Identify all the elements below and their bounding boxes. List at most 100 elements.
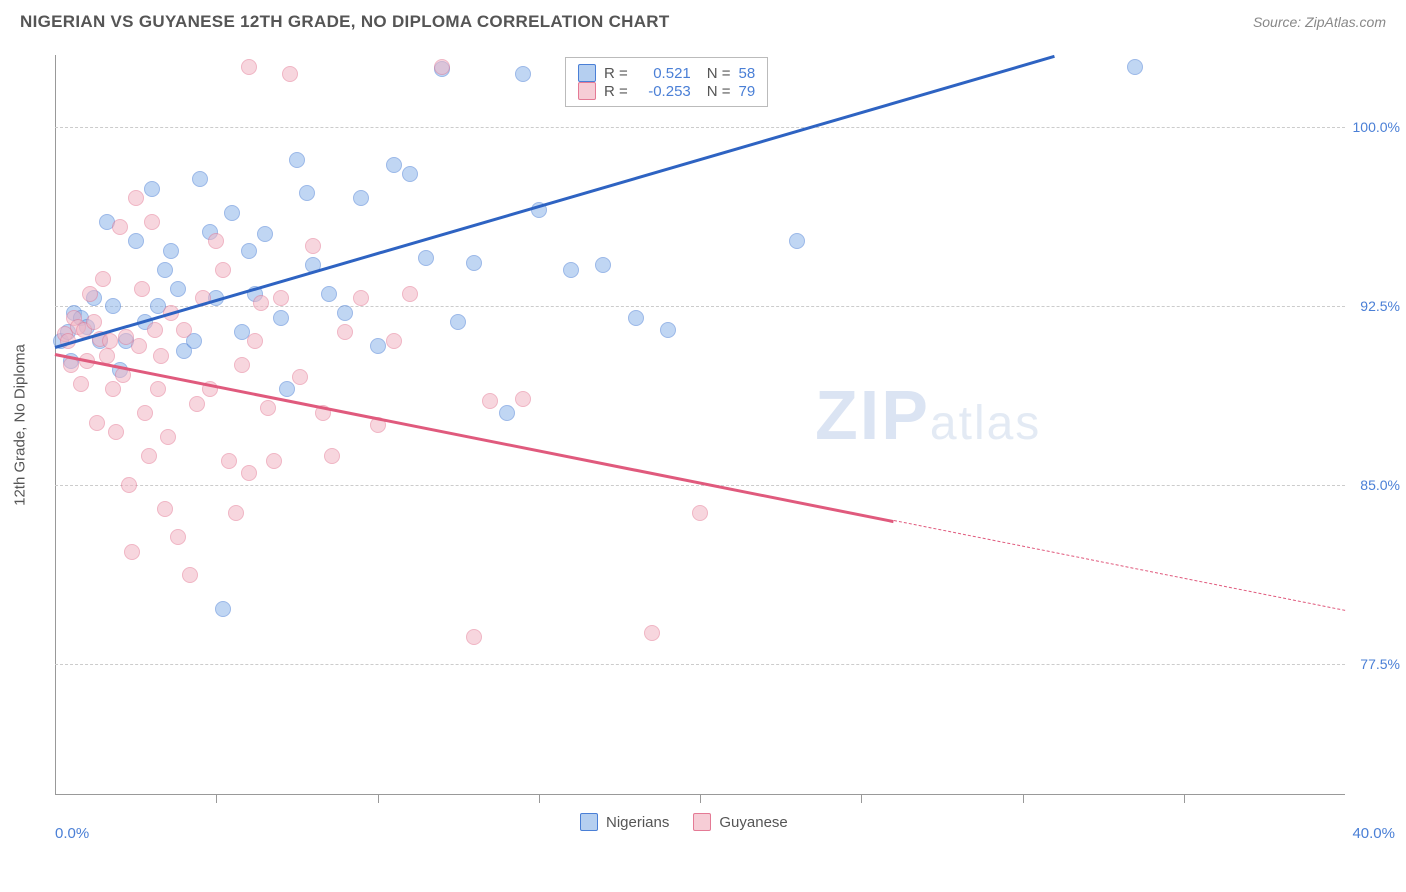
data-point bbox=[595, 257, 611, 273]
data-point bbox=[102, 333, 118, 349]
data-point bbox=[241, 59, 257, 75]
x-tick bbox=[1184, 795, 1185, 803]
legend-row: R =-0.253N =79 bbox=[578, 82, 755, 100]
plot-frame bbox=[55, 55, 1345, 795]
correlation-legend: R =0.521N =58R =-0.253N =79 bbox=[565, 57, 768, 107]
data-point bbox=[147, 322, 163, 338]
gridline bbox=[55, 485, 1345, 486]
data-point bbox=[182, 567, 198, 583]
x-axis-max-label: 40.0% bbox=[1352, 825, 1395, 842]
data-point bbox=[292, 369, 308, 385]
legend-swatch bbox=[580, 813, 598, 831]
data-point bbox=[434, 59, 450, 75]
data-point bbox=[466, 629, 482, 645]
x-tick bbox=[539, 795, 540, 803]
data-point bbox=[253, 295, 269, 311]
y-tick-label: 92.5% bbox=[1350, 298, 1400, 314]
data-point bbox=[289, 152, 305, 168]
n-label: N = bbox=[707, 65, 731, 82]
data-point bbox=[86, 314, 102, 330]
data-point bbox=[402, 286, 418, 302]
data-point bbox=[321, 286, 337, 302]
data-point bbox=[260, 400, 276, 416]
data-point bbox=[273, 310, 289, 326]
data-point bbox=[150, 381, 166, 397]
data-point bbox=[105, 298, 121, 314]
data-point bbox=[337, 324, 353, 340]
y-tick-label: 77.5% bbox=[1350, 656, 1400, 672]
data-point bbox=[95, 271, 111, 287]
gridline bbox=[55, 664, 1345, 665]
data-point bbox=[160, 429, 176, 445]
n-value: 58 bbox=[739, 65, 756, 82]
gridline bbox=[55, 306, 1345, 307]
legend-swatch bbox=[578, 82, 596, 100]
data-point bbox=[105, 381, 121, 397]
data-point bbox=[234, 357, 250, 373]
r-value: 0.521 bbox=[636, 65, 691, 82]
data-point bbox=[370, 338, 386, 354]
data-point bbox=[153, 348, 169, 364]
r-label: R = bbox=[604, 83, 628, 100]
data-point bbox=[112, 219, 128, 235]
x-axis-min-label: 0.0% bbox=[55, 825, 89, 842]
data-point bbox=[266, 453, 282, 469]
n-value: 79 bbox=[739, 83, 756, 100]
data-point bbox=[482, 393, 498, 409]
series-legend: Nigerians Guyanese bbox=[580, 813, 788, 831]
data-point bbox=[124, 544, 140, 560]
data-point bbox=[82, 286, 98, 302]
data-point bbox=[515, 66, 531, 82]
data-point bbox=[128, 233, 144, 249]
data-point bbox=[353, 290, 369, 306]
data-point bbox=[789, 233, 805, 249]
legend-item: Nigerians bbox=[580, 813, 669, 831]
legend-label: Guyanese bbox=[719, 814, 787, 831]
data-point bbox=[208, 233, 224, 249]
data-point bbox=[563, 262, 579, 278]
x-tick bbox=[216, 795, 217, 803]
data-point bbox=[163, 243, 179, 259]
data-point bbox=[215, 262, 231, 278]
x-tick bbox=[1023, 795, 1024, 803]
data-point bbox=[131, 338, 147, 354]
r-value: -0.253 bbox=[636, 83, 691, 100]
data-point bbox=[121, 477, 137, 493]
data-point bbox=[337, 305, 353, 321]
data-point bbox=[128, 190, 144, 206]
gridline bbox=[55, 127, 1345, 128]
x-tick bbox=[700, 795, 701, 803]
legend-swatch bbox=[693, 813, 711, 831]
data-point bbox=[402, 166, 418, 182]
data-point bbox=[466, 255, 482, 271]
data-point bbox=[241, 465, 257, 481]
y-tick-label: 85.0% bbox=[1350, 477, 1400, 493]
data-point bbox=[141, 448, 157, 464]
data-point bbox=[628, 310, 644, 326]
legend-label: Nigerians bbox=[606, 814, 669, 831]
data-point bbox=[108, 424, 124, 440]
data-point bbox=[176, 322, 192, 338]
data-point bbox=[215, 601, 231, 617]
correlation-chart: 12th Grade, No Diploma ZIPatlas 77.5%85.… bbox=[55, 55, 1345, 795]
data-point bbox=[299, 185, 315, 201]
data-point bbox=[241, 243, 257, 259]
data-point bbox=[157, 501, 173, 517]
data-point bbox=[450, 314, 466, 330]
y-axis-title: 12th Grade, No Diploma bbox=[12, 344, 29, 506]
data-point bbox=[224, 205, 240, 221]
legend-row: R =0.521N =58 bbox=[578, 64, 755, 82]
data-point bbox=[418, 250, 434, 266]
data-point bbox=[273, 290, 289, 306]
data-point bbox=[324, 448, 340, 464]
data-point bbox=[73, 376, 89, 392]
data-point bbox=[144, 181, 160, 197]
data-point bbox=[228, 505, 244, 521]
data-point bbox=[353, 190, 369, 206]
data-point bbox=[189, 396, 205, 412]
x-tick bbox=[861, 795, 862, 803]
data-point bbox=[247, 333, 263, 349]
data-point bbox=[257, 226, 273, 242]
data-point bbox=[282, 66, 298, 82]
data-point bbox=[221, 453, 237, 469]
